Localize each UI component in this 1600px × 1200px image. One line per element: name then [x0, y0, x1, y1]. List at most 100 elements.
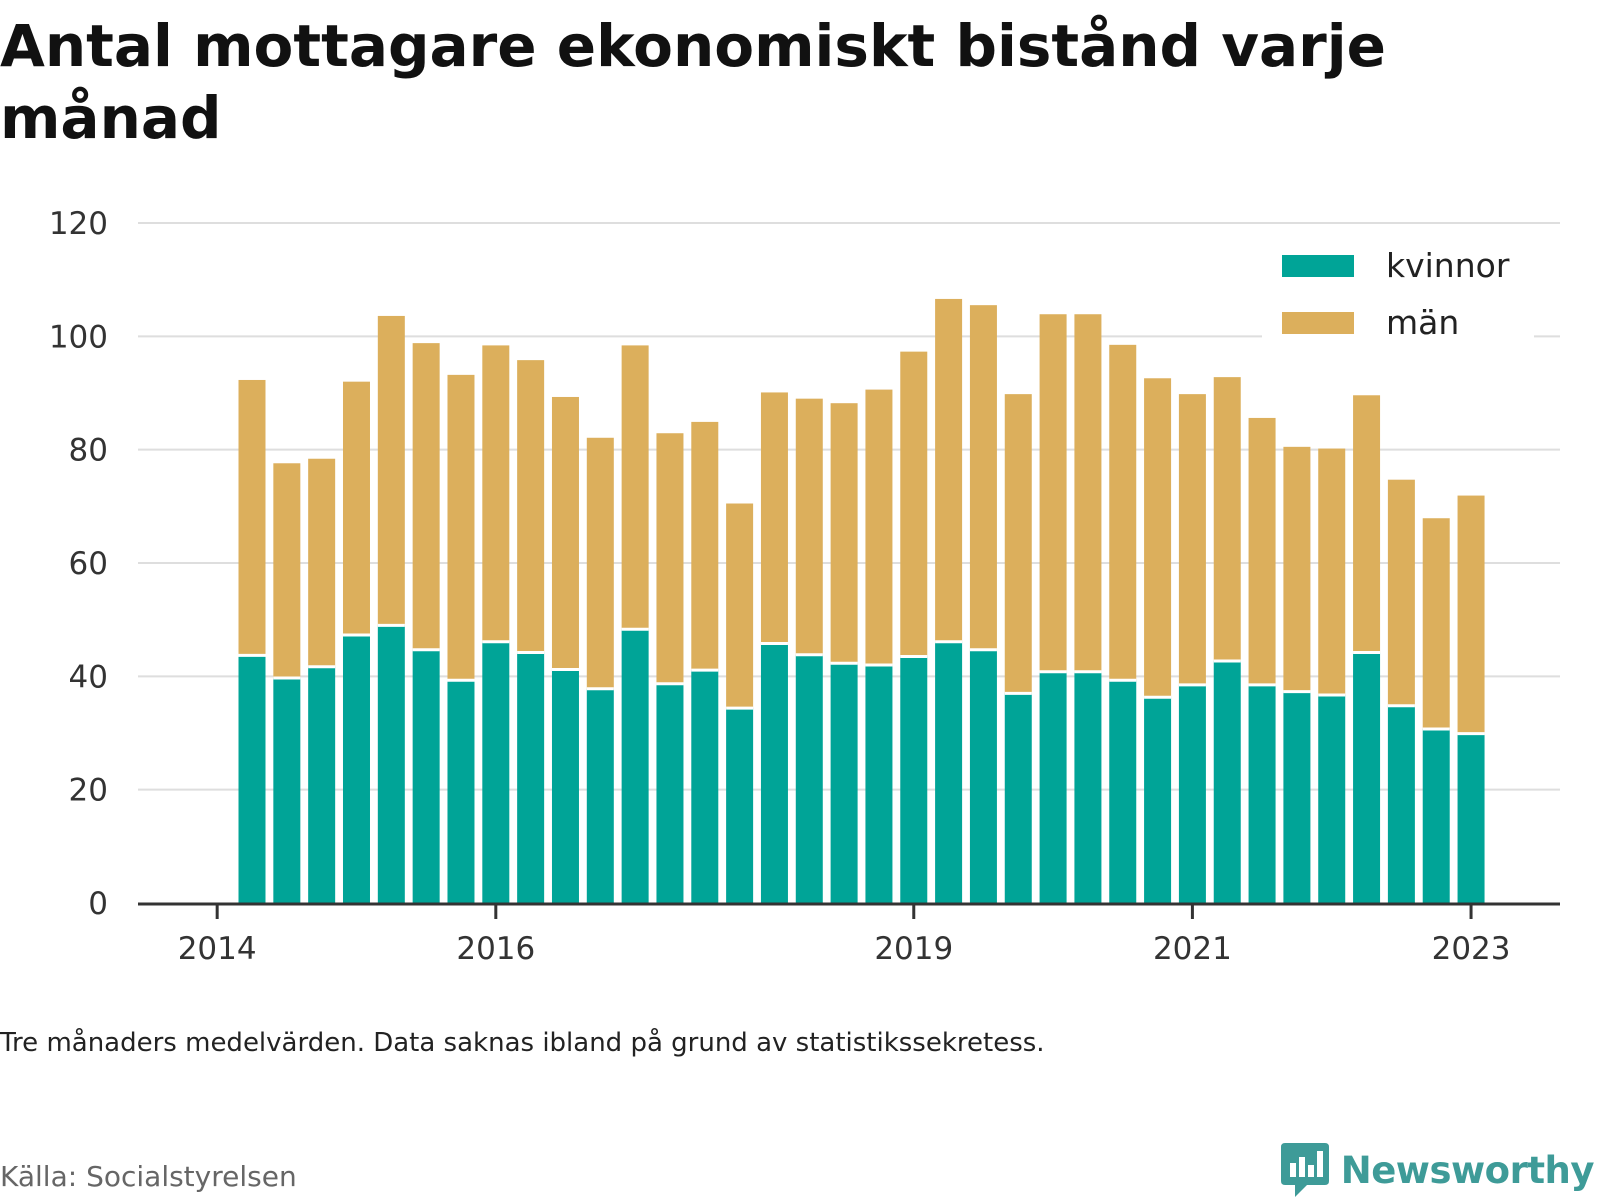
- bar-kvinnor: [691, 670, 719, 903]
- newsworthy-logo: Newsworthy: [1280, 1143, 1595, 1197]
- y-tick-label: 120: [49, 206, 108, 242]
- bar-man: [1422, 518, 1450, 730]
- bar-man: [795, 398, 823, 655]
- y-tick-label: 100: [49, 319, 108, 355]
- y-axis-tick-labels: 0 20 40 60 80 100 120: [49, 206, 108, 922]
- bar-kvinnor: [621, 629, 649, 903]
- bar-man: [447, 374, 475, 681]
- bar-man: [377, 315, 405, 626]
- bar-man: [586, 437, 614, 689]
- bar-kvinnor: [865, 665, 893, 903]
- bar-man: [238, 379, 266, 656]
- bar-kvinnor: [1248, 684, 1276, 903]
- bar-man: [726, 503, 754, 709]
- bar-kvinnor: [1387, 705, 1415, 903]
- bar-kvinnor: [795, 654, 823, 903]
- newsworthy-logo-icon: [1280, 1143, 1329, 1197]
- bar-kvinnor: [656, 683, 684, 903]
- bar-man: [621, 345, 649, 630]
- legend: kvinnor män: [1262, 234, 1534, 342]
- x-tick-label: 2021: [1153, 931, 1232, 967]
- bar-man: [1004, 394, 1032, 694]
- bar-kvinnor: [482, 641, 510, 903]
- y-tick-label: 40: [69, 659, 108, 695]
- bar-man: [273, 463, 301, 679]
- chart-title: Antal mottagare ekonomiskt bistånd varje…: [0, 12, 1386, 152]
- bar-kvinnor: [760, 643, 788, 903]
- x-tick-label: 2016: [456, 931, 535, 967]
- bar-kvinnor: [377, 625, 405, 903]
- x-axis: [138, 902, 1560, 919]
- bar-kvinnor: [1422, 729, 1450, 903]
- x-tick-label: 2014: [178, 931, 257, 967]
- bar-kvinnor: [517, 652, 545, 903]
- y-tick-label: 0: [88, 886, 108, 922]
- newsworthy-logo-text: Newsworthy: [1340, 1148, 1595, 1192]
- bar-man: [1387, 479, 1415, 706]
- legend-swatch-kvinnor: [1282, 255, 1354, 277]
- x-tick-label: 2019: [874, 931, 953, 967]
- bar-kvinnor: [447, 680, 475, 903]
- bar-man: [1074, 314, 1102, 672]
- bar-kvinnor: [900, 656, 928, 903]
- bar-man: [760, 392, 788, 644]
- bar-kvinnor: [935, 641, 963, 903]
- bar-man: [900, 351, 928, 657]
- bar-kvinnor: [1178, 684, 1206, 903]
- legend-label-kvinnor: kvinnor: [1386, 246, 1510, 285]
- bar-kvinnor: [273, 678, 301, 903]
- x-axis-tick-labels: 2014 2016 2019 2021 2023: [178, 931, 1511, 967]
- bar-kvinnor: [969, 649, 997, 903]
- bar-man: [1213, 377, 1241, 662]
- chart-note: Tre månaders medelvärden. Data saknas ib…: [0, 1028, 1045, 1058]
- legend-swatch-man: [1282, 312, 1354, 334]
- bar-man: [1178, 394, 1206, 685]
- bar-man: [551, 396, 579, 670]
- y-tick-label: 80: [69, 433, 108, 469]
- bar-man: [1109, 344, 1137, 681]
- bar-man: [482, 345, 510, 642]
- bar-man: [1039, 314, 1067, 672]
- bar-kvinnor: [412, 649, 440, 903]
- bar-man: [1353, 395, 1381, 653]
- bar-kvinnor: [238, 655, 266, 903]
- bar-kvinnor: [830, 663, 858, 903]
- bar-kvinnor: [1074, 671, 1102, 903]
- bar-kvinnor: [1144, 697, 1172, 903]
- bar-man: [969, 305, 997, 650]
- bar-kvinnor: [586, 688, 614, 903]
- source-credit: Källa: Socialstyrelsen: [0, 1160, 297, 1193]
- bar-man: [308, 458, 336, 667]
- legend-label-man: män: [1386, 303, 1459, 342]
- bar-man: [865, 389, 893, 665]
- bar-man: [1248, 417, 1276, 685]
- bar-man: [412, 343, 440, 650]
- bar-kvinnor: [1353, 652, 1381, 903]
- x-tick-label: 2023: [1432, 931, 1511, 967]
- bar-man: [1318, 448, 1346, 696]
- bar-man: [691, 421, 719, 671]
- bar-kvinnor: [1457, 733, 1485, 903]
- bar-man: [1144, 378, 1172, 698]
- bar-man: [656, 433, 684, 684]
- bar-man: [517, 360, 545, 653]
- bar-kvinnor: [1283, 691, 1311, 903]
- bar-kvinnor: [1039, 671, 1067, 903]
- bars: [238, 298, 1485, 903]
- bar-kvinnor: [1213, 661, 1241, 903]
- bar-man: [342, 381, 370, 635]
- bar-man: [1283, 446, 1311, 692]
- bar-kvinnor: [1318, 695, 1346, 903]
- bar-man: [935, 298, 963, 642]
- bar-kvinnor: [308, 666, 336, 903]
- y-tick-label: 60: [69, 546, 108, 582]
- y-tick-label: 20: [69, 773, 108, 809]
- bar-kvinnor: [551, 669, 579, 903]
- bar-man: [1457, 495, 1485, 734]
- bar-man: [830, 403, 858, 664]
- bar-kvinnor: [1109, 680, 1137, 903]
- bar-kvinnor: [1004, 693, 1032, 903]
- bar-kvinnor: [726, 708, 754, 903]
- bar-kvinnor: [342, 634, 370, 903]
